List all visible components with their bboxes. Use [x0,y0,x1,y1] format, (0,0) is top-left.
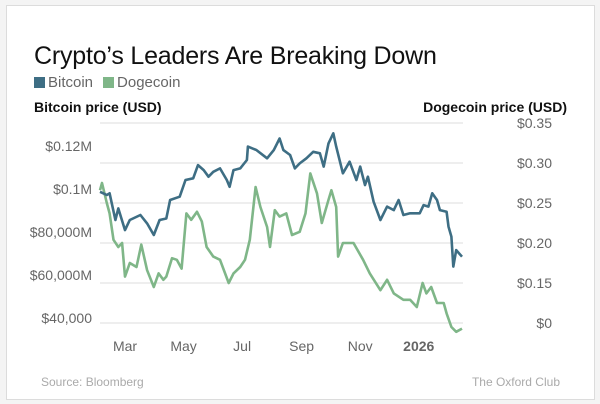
right-tick-label: $0 [536,315,552,331]
legend-label-bitcoin: Bitcoin [48,74,94,91]
x-tick-label: Mar [113,338,137,354]
legend-swatch-bitcoin [34,77,45,88]
legend-item-bitcoin: Bitcoin [34,74,93,91]
x-tick-label: Nov [348,338,373,354]
series-line-dogecoin [98,172,463,334]
legend: Bitcoin Dogecoin [34,74,184,91]
left-tick-label: $0.1M [53,181,92,197]
legend-item-dogecoin: Dogecoin [103,74,180,91]
left-tick-label: $60,000M [30,267,92,283]
legend-swatch-dogecoin [103,77,115,88]
right-tick-label: $0.15 [517,275,552,291]
source-note: Source: Bloomberg [41,375,144,389]
right-tick-label: $0.35 [517,115,552,131]
right-tick-label: $0.20 [517,235,552,251]
chart-title: Crypto’s Leaders Are Breaking Down [34,42,437,70]
publisher-note: The Oxford Club [471,375,560,389]
left-tick-label: $0.12M [45,138,92,154]
x-tick-label: 2026 [403,338,434,354]
left-tick-label: $80,000M [30,224,92,240]
right-axis-title: Dogecoin price (USD) [423,99,567,115]
left-axis-title: Bitcoin price (USD) [34,99,162,115]
right-tick-label: $0.25 [517,195,552,211]
right-tick-label: $0.30 [517,155,552,171]
x-tick-label: Jul [233,338,251,354]
x-tick-label: May [170,338,196,354]
left-tick-label: $40,000 [41,310,92,326]
legend-label-dogecoin: Dogecoin [117,74,181,91]
series-line-bitcoin [99,132,463,268]
x-tick-label: Sep [289,338,314,354]
